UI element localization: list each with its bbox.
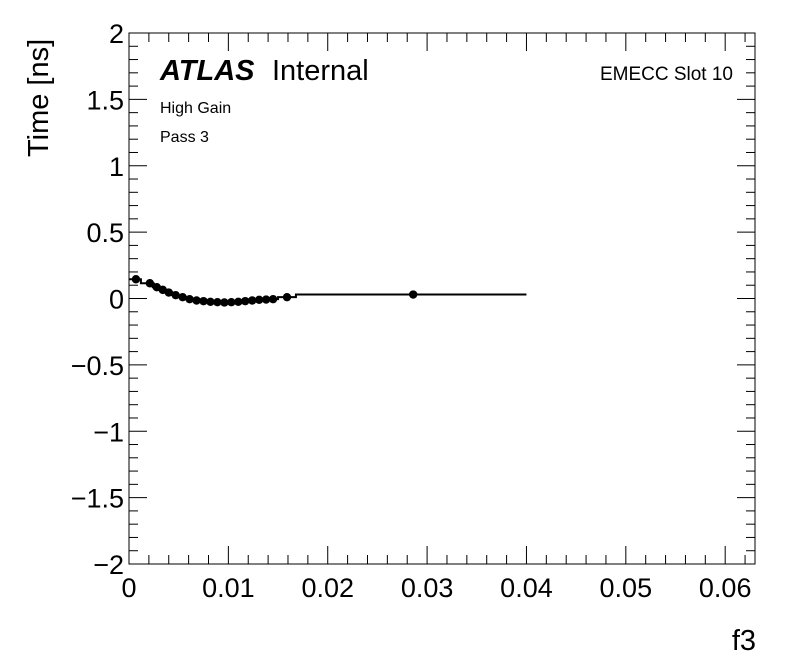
point-marker — [408, 290, 418, 299]
y-tick-label: 0.5 — [86, 218, 124, 248]
x-tick-label: 0.03 — [401, 573, 454, 603]
data-point — [408, 290, 419, 299]
point-marker — [268, 294, 278, 304]
y-tick-label: −1.5 — [71, 484, 124, 514]
point-marker — [227, 298, 236, 307]
x-tick-label: 0.05 — [600, 573, 653, 603]
y-tick-label: 2 — [109, 19, 124, 49]
point-marker — [199, 296, 208, 306]
point-marker — [261, 295, 271, 304]
data-point — [268, 294, 279, 304]
x-tick-label: 0.02 — [301, 573, 354, 603]
point-marker — [206, 297, 215, 307]
y-tick-label: −2 — [93, 550, 124, 580]
point-marker — [213, 298, 222, 307]
x-tick-label: 0 — [121, 573, 136, 603]
data-point — [130, 275, 141, 284]
point-marker — [185, 294, 194, 304]
point-marker — [145, 279, 155, 288]
data-point — [281, 292, 292, 302]
y-tick-label: −1 — [93, 417, 124, 447]
pass-label: Pass 3 — [160, 129, 209, 146]
point-marker — [220, 298, 229, 307]
data-point — [261, 295, 272, 304]
data-points — [130, 275, 419, 307]
point-marker — [282, 292, 292, 302]
point-marker — [131, 275, 141, 284]
data-point — [226, 298, 237, 307]
y-tick-labels: 2 1.5 1 0.5 0 −0.5 −1 −1.5 −2 — [71, 19, 124, 580]
slot-label: EMECC Slot 10 — [600, 64, 733, 85]
x-tick-label: 0.06 — [699, 573, 752, 603]
y-tick-label: −0.5 — [71, 351, 124, 381]
point-marker — [234, 297, 243, 307]
x-axis-label: f3 — [732, 625, 756, 657]
x-tick-label: 0.01 — [202, 573, 255, 603]
status-label: Internal — [272, 55, 369, 87]
point-marker — [254, 295, 264, 305]
x-tick-labels: 0 0.01 0.02 0.03 0.04 0.05 0.06 — [121, 573, 751, 603]
y-axis-label: Time [ns] — [23, 39, 55, 157]
axis-ticks — [128, 32, 755, 565]
y-tick-label: 1 — [109, 152, 124, 182]
gain-label: High Gain — [160, 100, 231, 117]
data-point — [144, 279, 155, 288]
point-marker — [192, 296, 201, 305]
y-tick-label: 1.5 — [86, 85, 124, 115]
atlas-label: ATLAS — [159, 55, 255, 87]
x-tick-label: 0.04 — [500, 573, 553, 603]
point-marker — [248, 296, 257, 305]
point-marker — [241, 296, 250, 306]
y-tick-label: 0 — [109, 285, 124, 315]
data-point — [184, 294, 195, 304]
